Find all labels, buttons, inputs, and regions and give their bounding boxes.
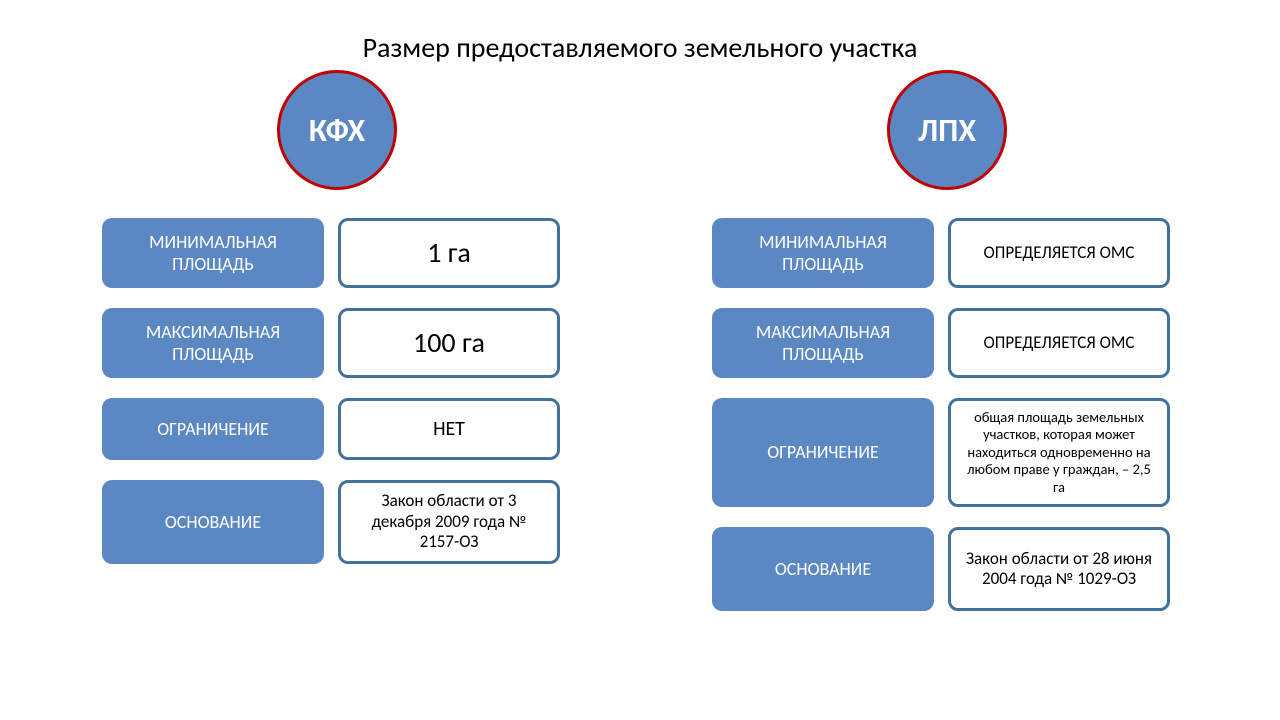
value-lph-max: ОПРЕДЕЛЯЕТСЯ ОМС [948, 308, 1170, 378]
value-kfh-min: 1 га [338, 218, 560, 288]
rows-kfh: МИНИМАЛЬНАЯ ПЛОЩАДЬ 1 га МАКСИМАЛЬНАЯ ПЛ… [102, 218, 572, 564]
label-kfh-limit: ОГРАНИЧЕНИЕ [102, 398, 324, 460]
label-lph-max: МАКСИМАЛЬНАЯ ПЛОЩАДЬ [712, 308, 934, 378]
row-lph-0: МИНИМАЛЬНАЯ ПЛОЩАДЬ ОПРЕДЕЛЯЕТСЯ ОМС [712, 218, 1182, 288]
row-lph-1: МАКСИМАЛЬНАЯ ПЛОЩАДЬ ОПРЕДЕЛЯЕТСЯ ОМС [712, 308, 1182, 378]
label-lph-min: МИНИМАЛЬНАЯ ПЛОЩАДЬ [712, 218, 934, 288]
row-kfh-3: ОСНОВАНИЕ Закон области от 3 декабря 200… [102, 480, 572, 564]
page-title: Размер предоставляемого земельного участ… [0, 30, 1280, 65]
column-kfh: КФХ МИНИМАЛЬНАЯ ПЛОЩАДЬ 1 га МАКСИМАЛЬНА… [102, 70, 572, 564]
value-lph-min: ОПРЕДЕЛЯЕТСЯ ОМС [948, 218, 1170, 288]
label-kfh-min: МИНИМАЛЬНАЯ ПЛОЩАДЬ [102, 218, 324, 288]
value-kfh-basis: Закон области от 3 декабря 2009 года № 2… [338, 480, 560, 564]
row-kfh-0: МИНИМАЛЬНАЯ ПЛОЩАДЬ 1 га [102, 218, 572, 288]
column-lph: ЛПХ МИНИМАЛЬНАЯ ПЛОЩАДЬ ОПРЕДЕЛЯЕТСЯ ОМС… [712, 70, 1182, 611]
badge-kfh: КФХ [277, 70, 397, 190]
label-lph-basis: ОСНОВАНИЕ [712, 527, 934, 611]
row-kfh-2: ОГРАНИЧЕНИЕ НЕТ [102, 398, 572, 460]
label-kfh-basis: ОСНОВАНИЕ [102, 480, 324, 564]
value-lph-basis: Закон области от 28 июня 2004 года № 102… [948, 527, 1170, 611]
row-kfh-1: МАКСИМАЛЬНАЯ ПЛОЩАДЬ 100 га [102, 308, 572, 378]
value-kfh-max: 100 га [338, 308, 560, 378]
value-kfh-limit: НЕТ [338, 398, 560, 460]
value-lph-limit: общая площадь земельных участков, котора… [948, 398, 1170, 507]
badge-lph: ЛПХ [887, 70, 1007, 190]
rows-lph: МИНИМАЛЬНАЯ ПЛОЩАДЬ ОПРЕДЕЛЯЕТСЯ ОМС МАК… [712, 218, 1182, 611]
row-lph-3: ОСНОВАНИЕ Закон области от 28 июня 2004 … [712, 527, 1182, 611]
row-lph-2: ОГРАНИЧЕНИЕ общая площадь земельных учас… [712, 398, 1182, 507]
label-lph-limit: ОГРАНИЧЕНИЕ [712, 398, 934, 507]
label-kfh-max: МАКСИМАЛЬНАЯ ПЛОЩАДЬ [102, 308, 324, 378]
